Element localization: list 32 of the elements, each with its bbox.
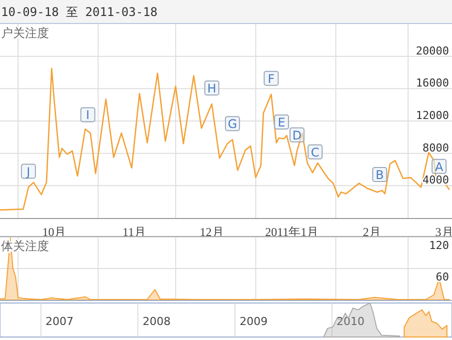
chart-title: 10-09-18 至 2011-03-18 xyxy=(1,5,158,19)
y-tick-label: 60 xyxy=(436,270,449,284)
annotation: A xyxy=(434,160,444,174)
annotation: G xyxy=(228,117,238,132)
y-tick-label: 12000 xyxy=(416,109,449,122)
picture-event-flag: F xyxy=(264,70,279,86)
picture-event-flag: J xyxy=(20,164,36,179)
picture-event-flag: E xyxy=(274,114,290,130)
picture-event-flag: I xyxy=(80,107,96,122)
annotation: E xyxy=(278,115,286,130)
annotation: D xyxy=(292,128,302,142)
y-tick-label: 16000 xyxy=(416,76,449,90)
annotation: F xyxy=(268,72,275,86)
x-tick-label: 2009 xyxy=(240,315,268,328)
annotation: C xyxy=(310,145,320,160)
x-tick-label: 2007 xyxy=(45,315,74,328)
y-tick-label: 8000 xyxy=(422,141,449,154)
picture-event-flag: D xyxy=(290,127,305,142)
annotation: I xyxy=(86,108,90,122)
x-tick-label: 2008 xyxy=(142,315,171,328)
picture-event-flag: A xyxy=(432,158,447,174)
annotation: H xyxy=(207,82,216,96)
picture-event-flag: G xyxy=(224,116,240,132)
picture-event-flag: B xyxy=(372,167,388,182)
annotation: J xyxy=(26,164,30,179)
annotation: B xyxy=(376,168,384,182)
y-axis-title: 户关注度 xyxy=(1,26,49,40)
x-tick-label: 2010 xyxy=(336,315,365,328)
y-tick-label: 120 xyxy=(429,239,449,252)
y-tick-label: 20000 xyxy=(416,44,449,58)
picture-event-flag: C xyxy=(308,144,323,160)
picture-event-flag: H xyxy=(204,80,220,96)
